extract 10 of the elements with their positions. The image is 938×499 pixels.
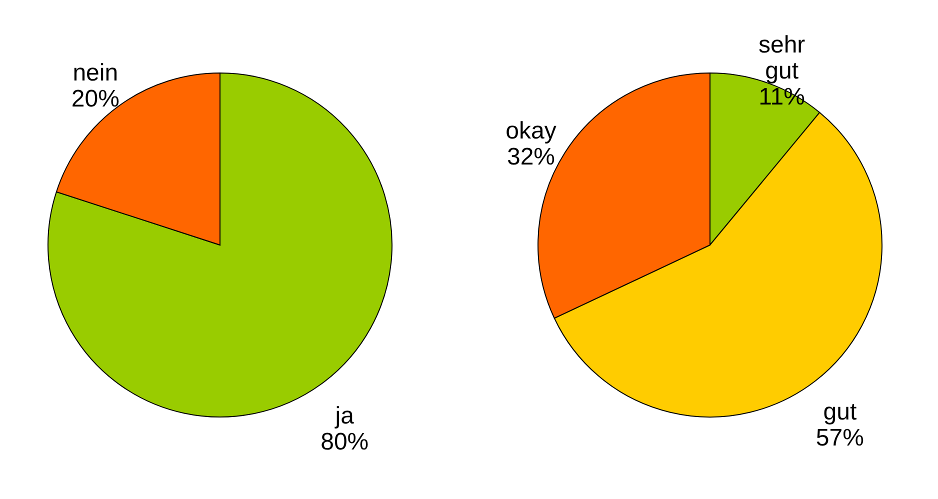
data-label: 80% bbox=[320, 428, 369, 456]
data-label: 32% bbox=[506, 143, 556, 170]
data-label: 11% bbox=[758, 84, 805, 111]
slice-label: nein bbox=[72, 59, 118, 86]
slice-label: okay bbox=[506, 117, 556, 144]
data-label: 20% bbox=[71, 85, 120, 112]
data-label: 57% bbox=[816, 424, 864, 452]
slice-label: gut bbox=[823, 398, 857, 426]
slice-label: ja bbox=[334, 402, 355, 430]
slice-label: sehr gut bbox=[758, 32, 806, 85]
